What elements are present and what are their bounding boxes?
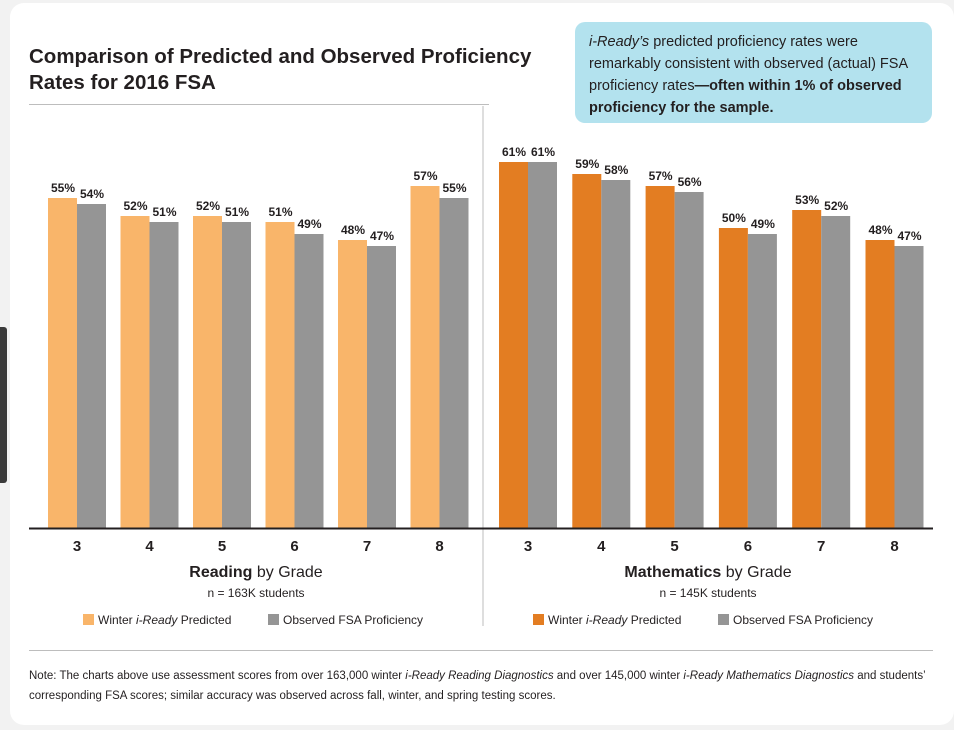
math-sample-size: n = 145K students — [659, 586, 756, 600]
reading-bar-grade-8-series-2 — [439, 198, 469, 528]
math-data-label-grade-7-series-2: 52% — [824, 199, 848, 213]
math-data-label-grade-6-series-2: 49% — [751, 217, 775, 231]
reading-bar-grade-8-series-1 — [410, 186, 440, 528]
math-bar-grade-4-series-1 — [572, 174, 602, 528]
reading-sample-size: n = 163K students — [207, 586, 304, 600]
reading-data-label-grade-5-series-2: 51% — [225, 205, 249, 219]
math-bar-grade-4-series-2 — [601, 180, 631, 528]
math-data-label-grade-8-series-2: 47% — [897, 229, 921, 243]
footnote: Note: The charts above use assessment sc… — [29, 666, 929, 706]
footnote-reading-diagnostics: i-Ready Reading Diagnostics — [405, 670, 554, 682]
math-bar-grade-3-series-2 — [528, 162, 557, 528]
callout-box: i-Ready’s predicted proficiency rates we… — [575, 22, 932, 123]
math-data-label-grade-5-series-2: 56% — [678, 175, 702, 189]
math-legend-swatch-1 — [533, 614, 544, 625]
callout-text: predicted proficiency rates were remarka… — [589, 34, 908, 94]
reading-tick-label-3: 3 — [73, 538, 81, 555]
math-bar-grade-5-series-2 — [674, 192, 704, 528]
reading-data-label-grade-4-series-1: 52% — [123, 199, 147, 213]
math-data-label-grade-4-series-2: 58% — [604, 163, 628, 177]
math-legend-label-1: Winter i-Ready Predicted — [548, 613, 681, 627]
reading-bar-grade-3-series-1 — [48, 198, 77, 528]
math-tick-label-4: 4 — [597, 538, 606, 555]
reading-bar-grade-4-series-2 — [149, 222, 179, 528]
bar-charts: 55% 54%352% 51%452% 51%551%49%648% 47%757%55… — [29, 106, 933, 627]
reading-data-label-grade-7-series-2: 47% — [370, 229, 394, 243]
reading-tick-label-8: 8 — [435, 538, 443, 555]
reading-bar-grade-7-series-2 — [367, 246, 396, 528]
reading-legend-swatch-1 — [83, 614, 94, 625]
reading-bar-grade-3-series-2 — [77, 204, 106, 528]
reading-legend-swatch-2 — [268, 614, 279, 625]
reading-data-label-grade-3-series-2: 54% — [80, 187, 104, 201]
note-divider — [29, 650, 933, 651]
callout-brand: i-Ready’s — [589, 34, 650, 50]
reading-data-label-grade-8-series-1: 57% — [413, 169, 437, 183]
callout-emphasis: —often within 1% of observed proficiency… — [589, 78, 902, 116]
math-tick-label-8: 8 — [890, 538, 898, 555]
math-data-label-grade-4-series-1: 59% — [575, 157, 599, 171]
footnote-text-3: and students’ corresponding FSA scores; … — [29, 670, 926, 702]
math-legend-label-2: Observed FSA Proficiency — [733, 613, 873, 627]
math-tick-label-7: 7 — [817, 538, 825, 555]
chart-title: Comparison of Predicted and Observed Pro… — [29, 45, 532, 94]
math-data-label-grade-8-series-1: 48% — [868, 223, 892, 237]
reading-data-label-grade-4-series-2: 51% — [152, 205, 176, 219]
math-data-label-grade-5-series-1: 57% — [649, 169, 673, 183]
reading-tick-label-4: 4 — [145, 538, 154, 555]
reading-bar-grade-6-series-2 — [294, 234, 324, 528]
math-bar-grade-6-series-2 — [747, 234, 777, 528]
reading-data-label-grade-8-series-2: 55% — [442, 181, 466, 195]
math-tick-label-3: 3 — [524, 538, 532, 555]
footnote-math-diagnostics: i-Ready Mathematics Diagnostics — [683, 670, 855, 682]
math-tick-label-6: 6 — [744, 538, 752, 555]
reading-data-label-grade-3-series-1: 55% — [51, 181, 75, 195]
reading-data-label-grade-6-series-1: 51% — [268, 205, 292, 219]
reading-legend-label-2: Observed FSA Proficiency — [283, 613, 423, 627]
reading-tick-label-5: 5 — [218, 538, 226, 555]
reading-legend-label-1: Winter i-Ready Predicted — [98, 613, 231, 627]
reading-tick-label-7: 7 — [363, 538, 371, 555]
math-legend-swatch-2 — [718, 614, 729, 625]
math-bar-grade-8-series-2 — [894, 246, 924, 528]
math-axis-title: Mathematics by Grade — [624, 564, 791, 581]
math-data-label-grade-6-series-1: 50% — [722, 211, 746, 225]
reading-bar-grade-6-series-1 — [265, 222, 295, 528]
math-bar-grade-7-series-2 — [821, 216, 851, 528]
reading-bar-grade-7-series-1 — [338, 240, 367, 528]
reading-data-label-grade-7-series-1: 48% — [341, 223, 365, 237]
math-data-label-grade-7-series-1: 53% — [795, 193, 819, 207]
math-bar-grade-7-series-1 — [792, 210, 822, 528]
math-data-label-grade-3-series-1: 61% — [502, 145, 526, 159]
math-data-label-grade-3-series-2: 61% — [531, 145, 555, 159]
reading-bar-grade-5-series-2 — [222, 222, 251, 528]
reading-data-label-grade-5-series-1: 52% — [196, 199, 220, 213]
footnote-text-2: and over 145,000 winter — [553, 670, 684, 682]
math-bar-grade-6-series-1 — [718, 228, 748, 528]
title-divider — [29, 104, 489, 105]
footnote-text-1: Note: The charts above use assessment sc… — [29, 670, 406, 682]
reading-bar-grade-4-series-1 — [120, 216, 150, 528]
reading-tick-label-6: 6 — [290, 538, 298, 555]
side-scroll-tab[interactable] — [0, 327, 7, 483]
math-bar-grade-8-series-1 — [865, 240, 895, 528]
math-bar-grade-5-series-1 — [645, 186, 675, 528]
reading-axis-title: Reading by Grade — [189, 564, 322, 581]
reading-data-label-grade-6-series-2: 49% — [297, 217, 321, 231]
reading-bar-grade-5-series-1 — [193, 216, 222, 528]
math-bar-grade-3-series-1 — [499, 162, 528, 528]
math-tick-label-5: 5 — [670, 538, 678, 555]
